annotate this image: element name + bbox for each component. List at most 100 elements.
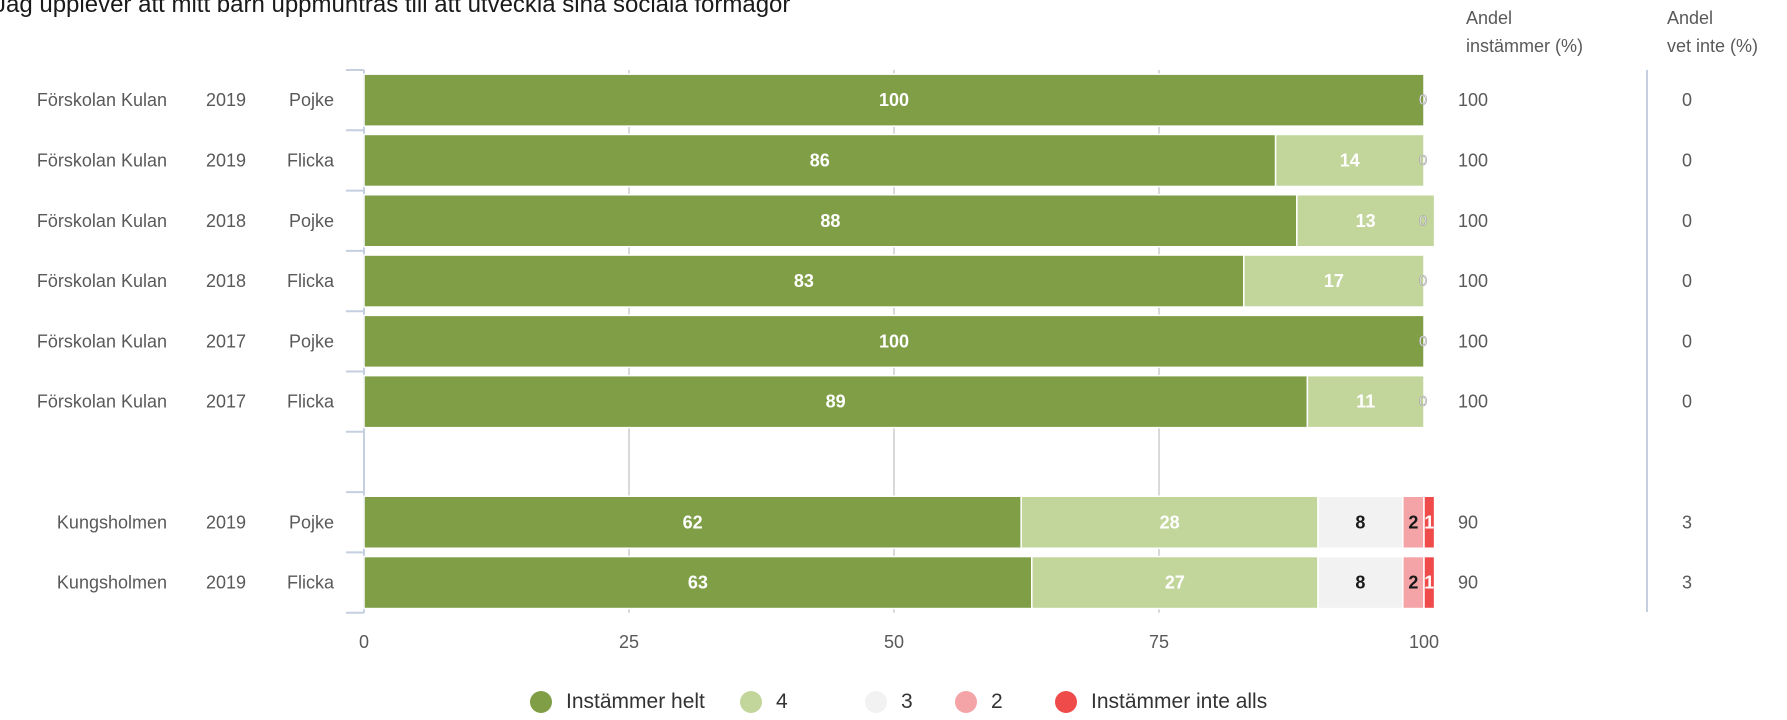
bar-segment bbox=[363, 73, 1425, 127]
row-label-gender: Pojke bbox=[289, 331, 334, 351]
bar-segment bbox=[1296, 194, 1436, 248]
bar-segment bbox=[1274, 133, 1425, 188]
bar-data-label: 14 bbox=[1340, 150, 1360, 170]
legend-marker bbox=[955, 691, 977, 713]
x-tick-label: 75 bbox=[1149, 632, 1169, 652]
row-label-gender: Pojke bbox=[289, 512, 334, 532]
value-agree: 100 bbox=[1458, 150, 1488, 170]
value-dontknow: 0 bbox=[1682, 331, 1692, 351]
row-label-unit: Förskolan Kulan bbox=[37, 271, 167, 291]
bar-segment bbox=[1317, 555, 1404, 610]
legend-item[interactable]: 4 bbox=[740, 688, 788, 716]
legend-marker bbox=[1055, 691, 1077, 713]
bar-zero-label: 0 bbox=[1419, 212, 1427, 229]
bar-segment bbox=[363, 194, 1298, 248]
value-agree: 100 bbox=[1458, 392, 1488, 412]
value-agree: 90 bbox=[1458, 573, 1478, 593]
bar-data-label: 88 bbox=[820, 211, 840, 231]
bar-data-label: 100 bbox=[879, 331, 909, 351]
bar-data-label: 28 bbox=[1160, 512, 1180, 532]
x-tick-label: 0 bbox=[359, 632, 369, 652]
legend-label: Instämmer inte alls bbox=[1091, 690, 1268, 713]
row-label-unit: Förskolan Kulan bbox=[37, 90, 167, 110]
x-tick-label: 100 bbox=[1409, 632, 1439, 652]
bar-data-label: 8 bbox=[1355, 512, 1365, 532]
bar-data-label: 11 bbox=[1356, 392, 1375, 412]
row-label-gender: Flicka bbox=[287, 392, 335, 412]
row-label-year: 2019 bbox=[206, 573, 246, 593]
row-label-year: 2018 bbox=[206, 271, 246, 291]
legend-label: Instämmer helt bbox=[566, 690, 705, 713]
col-header-agree-line1: Andel bbox=[1466, 8, 1513, 28]
row-label-unit: Förskolan Kulan bbox=[37, 150, 167, 170]
value-dontknow: 0 bbox=[1682, 392, 1692, 412]
value-dontknow: 0 bbox=[1682, 271, 1692, 291]
bar-zero-label: 0 bbox=[1419, 273, 1427, 290]
row-label-year: 2019 bbox=[206, 90, 246, 110]
x-tick-label: 50 bbox=[884, 632, 904, 652]
row-label-unit: Kungsholmen bbox=[57, 512, 167, 532]
legend-marker bbox=[740, 691, 762, 713]
row-label-gender: Pojke bbox=[289, 211, 334, 231]
legend-item[interactable]: Instämmer inte alls bbox=[1055, 688, 1267, 716]
bar-segment bbox=[1317, 495, 1404, 549]
legend-item[interactable]: Instämmer helt bbox=[530, 688, 705, 716]
col-header-dontknow-line2: vet inte (%) bbox=[1667, 36, 1759, 56]
bar-data-label: 13 bbox=[1356, 211, 1376, 231]
value-dontknow: 0 bbox=[1682, 150, 1692, 170]
legend-label: 2 bbox=[991, 690, 1003, 713]
bar-segment bbox=[1423, 495, 1436, 549]
legend-marker bbox=[530, 691, 552, 713]
row-label-year: 2017 bbox=[206, 392, 246, 412]
bar-data-label: 1 bbox=[1424, 512, 1434, 532]
bar-segment bbox=[363, 555, 1033, 610]
bar-data-label: 1 bbox=[1424, 573, 1434, 593]
legend-label: 4 bbox=[776, 690, 788, 713]
row-label-unit: Förskolan Kulan bbox=[37, 331, 167, 351]
row-label-gender: Flicka bbox=[287, 271, 335, 291]
bar-segment bbox=[363, 314, 1425, 369]
bar-zero-label: 0 bbox=[1419, 333, 1427, 350]
col-header-dontknow-line1: Andel bbox=[1667, 8, 1714, 28]
legend-item[interactable]: 3 bbox=[865, 688, 913, 716]
value-agree: 100 bbox=[1458, 271, 1488, 291]
value-dontknow: 0 bbox=[1682, 211, 1692, 231]
bar-data-label: 89 bbox=[826, 392, 846, 412]
bar-segment bbox=[1306, 374, 1425, 429]
legend-label: 3 bbox=[901, 690, 913, 713]
bar-data-label: 100 bbox=[879, 90, 909, 110]
row-label-gender: Flicka bbox=[287, 150, 335, 170]
bar-segment bbox=[363, 254, 1245, 308]
row-label-unit: Kungsholmen bbox=[57, 573, 167, 593]
row-label-gender: Pojke bbox=[289, 90, 334, 110]
col-header-agree: Andel instämmer (%) bbox=[1466, 4, 1583, 60]
bar-segment bbox=[1031, 555, 1319, 610]
bar-zero-label: 0 bbox=[1419, 393, 1427, 410]
value-agree: 100 bbox=[1458, 211, 1488, 231]
bar-zero-label: 0 bbox=[1419, 92, 1427, 109]
bar-segment bbox=[1423, 555, 1436, 610]
legend-marker bbox=[865, 691, 887, 713]
bar-segment bbox=[363, 374, 1309, 429]
value-agree: 100 bbox=[1458, 331, 1488, 351]
legend-item[interactable]: 2 bbox=[955, 688, 1003, 716]
value-dontknow: 0 bbox=[1682, 90, 1692, 110]
row-label-year: 2017 bbox=[206, 331, 246, 351]
value-agree: 100 bbox=[1458, 90, 1488, 110]
bar-data-label: 2 bbox=[1408, 573, 1418, 593]
bar-data-label: 8 bbox=[1355, 573, 1365, 593]
value-dontknow: 3 bbox=[1682, 512, 1692, 532]
bar-segment bbox=[363, 133, 1277, 188]
bar-zero-label: 0 bbox=[1419, 152, 1427, 169]
row-label-year: 2018 bbox=[206, 211, 246, 231]
chart-title: Jag upplever att mitt barn uppmuntras ti… bbox=[0, 0, 791, 18]
col-header-dontknow: Andel vet inte (%) bbox=[1667, 4, 1758, 60]
bar-data-label: 2 bbox=[1408, 512, 1418, 532]
value-agree: 90 bbox=[1458, 512, 1478, 532]
bar-data-label: 17 bbox=[1324, 271, 1344, 291]
bar-data-label: 62 bbox=[683, 512, 703, 532]
row-label-gender: Flicka bbox=[287, 573, 335, 593]
bar-segment bbox=[1243, 254, 1425, 308]
bar-data-label: 83 bbox=[794, 271, 814, 291]
